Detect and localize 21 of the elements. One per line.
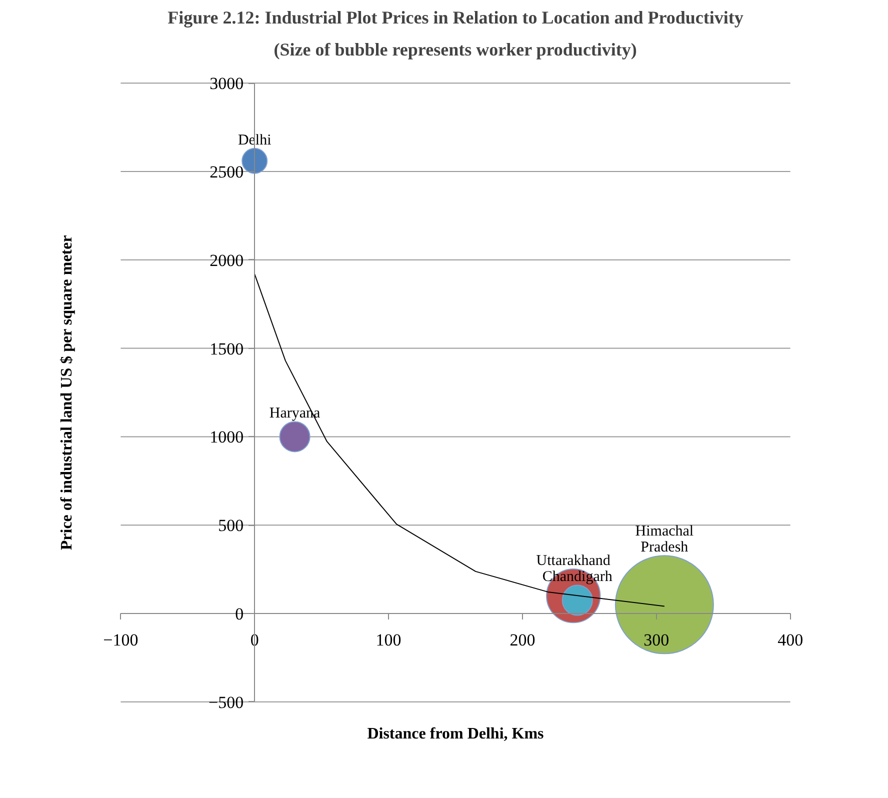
y-tick-label: −500 xyxy=(208,692,244,712)
y-tick-label: 0 xyxy=(235,604,244,624)
x-tick-label: 200 xyxy=(510,630,536,650)
y-tick-label: 1000 xyxy=(210,428,244,447)
y-tick-label: 2000 xyxy=(210,250,244,270)
x-axis-title: Distance from Delhi, Kms xyxy=(367,726,544,742)
y-tick-label: 3000 xyxy=(210,74,244,94)
x-tick-label: 100 xyxy=(376,630,402,650)
y-tick-label: 500 xyxy=(218,516,244,536)
x-tick-label: −100 xyxy=(103,630,138,650)
series-label: Uttarakhand xyxy=(536,553,611,570)
y-tick-label: 2500 xyxy=(210,162,244,182)
x-tick-label: 0 xyxy=(250,630,259,650)
chart-subtitle: (Size of bubble represents worker productivity) xyxy=(274,40,637,60)
y-axis-title: Price of industrial land US $ per square meter xyxy=(58,235,76,550)
x-tick-label: 400 xyxy=(778,630,804,650)
y-tick-label: 1500 xyxy=(210,339,244,358)
x-tick-label: 300 xyxy=(644,630,670,650)
chart-title: Figure 2.12: Industrial Plot Prices in Relation to Location and Productivity xyxy=(168,8,744,28)
series-label: Delhi xyxy=(238,132,272,148)
series-label: Himachal Pradesh xyxy=(635,524,694,556)
